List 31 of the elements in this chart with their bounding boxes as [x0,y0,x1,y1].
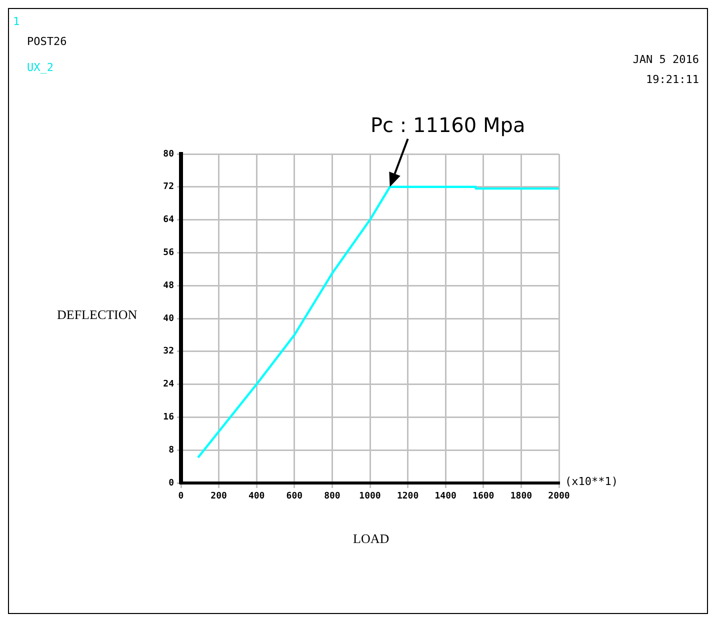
x-tick-label: 0 [178,492,184,502]
text: UX_2 [27,61,54,74]
y-tick-label: 16 [163,412,174,423]
x-tick-label: 1400 [434,492,456,502]
y-tick-label: 56 [163,248,174,258]
y-axis-title: DEFLECTION [57,307,138,323]
x-tick-label: 200 [210,492,227,502]
text: JAN 5 2016 [632,53,699,66]
y-tick-label: 32 [163,346,174,357]
x-tick-label: 1800 [510,492,532,502]
x-tick-label: 600 [286,492,303,502]
y-tick-label: 8 [168,445,174,456]
y-tick-label: 80 [163,149,174,160]
x-axis-title: LOAD [353,531,390,547]
x-tick-label: 1000 [359,492,381,502]
x-tick-label: 1600 [472,492,494,502]
x-tick-label: 800 [324,492,340,502]
y-tick-label: 64 [163,215,175,226]
y-tick-label: 72 [163,182,174,192]
annotation: Pc : 11160 Mpa [370,113,526,138]
y-tick-label: 48 [163,280,174,291]
y-tick-label: 0 [168,478,174,488]
text: POST26 [27,35,67,48]
text: 19:21:11 [646,73,699,86]
y-tick-label: 24 [163,380,175,390]
text: (x10**1) [565,475,618,488]
x-tick-label: 400 [248,492,265,502]
y-tick-label: 40 [163,314,174,324]
x-tick-label: 1200 [396,492,419,502]
text: 1 [13,15,20,28]
x-tick-label: 2000 [548,492,570,502]
